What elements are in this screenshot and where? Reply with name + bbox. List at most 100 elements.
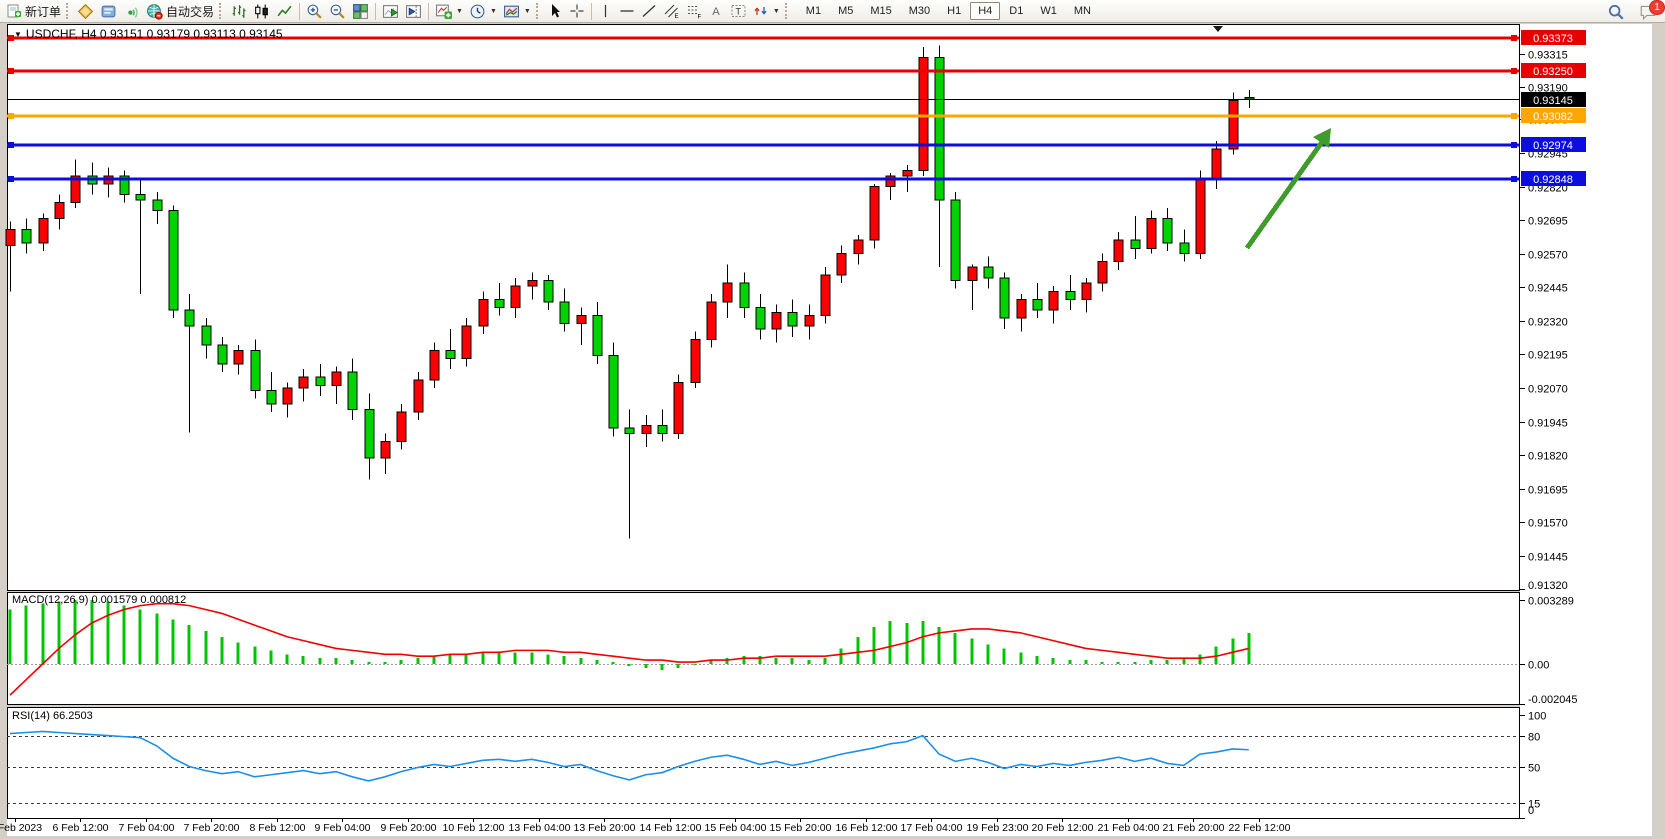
svg-text:9 Feb 04:00: 9 Feb 04:00 — [314, 822, 370, 834]
zoom-out-icon — [330, 4, 345, 19]
chart-canvas[interactable]: 0.933150.931900.930700.929450.928200.926… — [0, 24, 1665, 839]
macd-indicator-label: MACD(12,26,9) 0.001579 0.000812 — [12, 594, 187, 606]
toolbar-separator — [428, 2, 430, 20]
svg-text:50: 50 — [1528, 763, 1540, 775]
svg-text:10 Feb 12:00: 10 Feb 12:00 — [443, 822, 505, 834]
tile-windows-button[interactable] — [349, 1, 372, 21]
svg-text:0.92570: 0.92570 — [1528, 250, 1568, 262]
fibonacci-button[interactable]: F — [683, 1, 706, 21]
toolbar-separator — [375, 2, 377, 20]
arrows-button[interactable]: ▼ — [750, 1, 783, 21]
dropdown-caret-icon: ▼ — [772, 7, 780, 15]
timeframe-d1[interactable]: D1 — [1009, 5, 1024, 17]
svg-text:8 Feb 12:00: 8 Feb 12:00 — [249, 822, 305, 834]
svg-text:0.91945: 0.91945 — [1528, 418, 1568, 430]
cursor-icon — [551, 4, 560, 18]
svg-text:14 Feb 12:00: 14 Feb 12:00 — [640, 822, 702, 834]
rsi-indicator-label: RSI(14) 66.2503 — [12, 710, 93, 722]
svg-text:0.91570: 0.91570 — [1528, 518, 1568, 530]
signals-icon-button[interactable] — [120, 1, 143, 21]
timeframe-m1[interactable]: M1 — [805, 5, 822, 17]
svg-text:0.92974: 0.92974 — [1533, 140, 1573, 152]
indicators-button[interactable]: ▼ — [432, 1, 466, 21]
line-chart-button[interactable] — [273, 1, 296, 21]
text-icon: A — [712, 6, 720, 18]
svg-text:-0.002045: -0.002045 — [1528, 694, 1578, 706]
svg-text:0.92195: 0.92195 — [1528, 350, 1568, 362]
svg-text:0.91695: 0.91695 — [1528, 485, 1568, 497]
svg-text:0.91820: 0.91820 — [1528, 451, 1568, 463]
periods-button[interactable]: ▼ — [466, 1, 500, 21]
timeframe-m15[interactable]: M15 — [870, 5, 892, 17]
auto-trading-label: 自动交易 — [166, 4, 215, 19]
notification-count-badge: 1 — [1649, 0, 1665, 15]
zoom-out-button[interactable] — [326, 1, 349, 21]
timeframe-h1[interactable]: H1 — [947, 5, 962, 17]
timeframe-h4[interactable]: H4 — [970, 2, 1001, 20]
diamond-icon-button[interactable] — [74, 1, 97, 21]
svg-text:0.93315: 0.93315 — [1528, 50, 1568, 62]
trendline-button[interactable] — [638, 1, 660, 21]
vertical-line-button[interactable] — [595, 1, 616, 21]
svg-text:15 Feb 20:00: 15 Feb 20:00 — [770, 822, 832, 834]
auto-scroll-icon — [383, 4, 398, 18]
svg-text:21 Feb 04:00: 21 Feb 04:00 — [1098, 822, 1160, 834]
crosshair-icon — [570, 4, 584, 18]
bar-chart-icon — [232, 4, 246, 18]
new-order-label: 新订单 — [25, 4, 62, 19]
tile-windows-icon — [353, 3, 368, 19]
svg-text:0.93373: 0.93373 — [1533, 33, 1573, 45]
svg-text:17 Feb 04:00: 17 Feb 04:00 — [901, 822, 963, 834]
svg-text:0.92695: 0.92695 — [1528, 216, 1568, 228]
equidistant-channel-icon: E — [664, 4, 678, 19]
editor-icon — [101, 5, 116, 17]
text-button[interactable]: A — [706, 1, 727, 21]
notifications-button[interactable]: 1 — [1639, 0, 1665, 21]
trendline-icon — [642, 5, 656, 17]
svg-text:7 Feb 20:00: 7 Feb 20:00 — [183, 822, 239, 834]
templates-button[interactable]: ▼ — [500, 1, 534, 21]
timeframe-group: M1 M5 M15 M30 H1 H4 D1 W1 MN — [798, 2, 1099, 20]
svg-text:0.003289: 0.003289 — [1528, 596, 1574, 608]
cursor-button[interactable] — [544, 1, 566, 21]
chart-shift-button[interactable] — [402, 1, 425, 21]
svg-text:100: 100 — [1528, 711, 1546, 723]
svg-text:T: T — [735, 7, 741, 17]
horizontal-line-button[interactable] — [616, 1, 638, 21]
search-button[interactable] — [1607, 3, 1625, 21]
symbol-dropdown-icon[interactable]: ▼ — [14, 29, 22, 39]
timeframe-mn[interactable]: MN — [1073, 5, 1091, 17]
bar-chart-button[interactable] — [227, 1, 250, 21]
toolbar-right-tools: 1 — [1607, 0, 1665, 22]
crosshair-button[interactable] — [566, 1, 588, 21]
channel-button[interactable]: E — [660, 1, 683, 21]
editor-icon-button[interactable] — [97, 1, 120, 21]
auto-scroll-button[interactable] — [379, 1, 402, 21]
fibonacci-icon: F — [687, 6, 701, 19]
svg-text:0.93145: 0.93145 — [1533, 95, 1573, 107]
timeframe-w1[interactable]: W1 — [1040, 5, 1057, 17]
svg-text:0: 0 — [1528, 805, 1534, 817]
timeframe-m5[interactable]: M5 — [838, 5, 854, 17]
template-icon — [503, 5, 519, 17]
timeframe-m30[interactable]: M30 — [908, 5, 931, 17]
svg-text:19 Feb 23:00: 19 Feb 23:00 — [967, 822, 1029, 834]
candlestick-chart-button[interactable] — [250, 1, 273, 21]
svg-text:0.91445: 0.91445 — [1528, 552, 1568, 564]
svg-text:0.92445: 0.92445 — [1528, 283, 1568, 295]
clock-icon — [470, 4, 485, 18]
gold-diamond-icon — [77, 3, 94, 19]
toolbar-separator — [299, 2, 301, 20]
svg-text:9 Feb 20:00: 9 Feb 20:00 — [380, 822, 436, 834]
new-order-button[interactable]: 新订单 — [3, 1, 64, 21]
svg-text:20 Feb 12:00: 20 Feb 12:00 — [1032, 822, 1094, 834]
auto-trading-button[interactable]: 自动交易 — [143, 1, 217, 21]
zoom-in-button[interactable] — [303, 1, 326, 21]
label-button[interactable]: T — [727, 1, 750, 21]
text-label-icon: T — [731, 5, 746, 17]
dropdown-caret-icon: ▼ — [523, 7, 531, 15]
toolbar-grip — [219, 3, 223, 19]
toolbar-separator — [590, 2, 592, 20]
chart-title: ▼ USDCHF, H4 0.93151 0.93179 0.93113 0.93… — [14, 27, 283, 41]
